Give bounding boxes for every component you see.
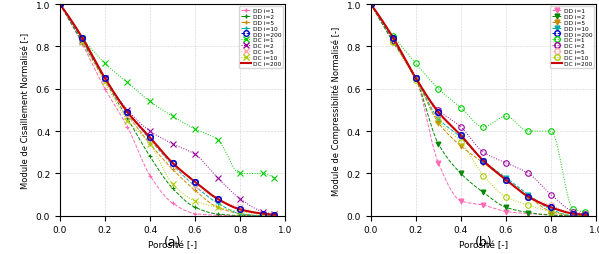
Y-axis label: Module de Cisaillement Normalisé [-]: Module de Cisaillement Normalisé [-] — [21, 33, 30, 188]
Legend: DD i=1, DD i=2, DD i=5, DD i=10, DD i=200, DC i=1, DC i=2, DC i=5, DC i=10, DC i: DD i=1, DD i=2, DD i=5, DD i=10, DD i=20… — [239, 7, 283, 69]
X-axis label: Porosité [-]: Porosité [-] — [148, 240, 197, 249]
Y-axis label: Module de Compressibilité Normalisé [-]: Module de Compressibilité Normalisé [-] — [332, 26, 341, 195]
Text: (a): (a) — [164, 235, 181, 248]
X-axis label: Porosité [-]: Porosité [-] — [459, 240, 508, 249]
Text: (b): (b) — [474, 235, 492, 248]
Legend: DD i=1, DD i=2, DD i=5, DD i=10, DD i=200, DC i=1, DC i=2, DC i=5, DC i=10, DC i: DD i=1, DD i=2, DD i=5, DD i=10, DD i=20… — [550, 7, 594, 69]
